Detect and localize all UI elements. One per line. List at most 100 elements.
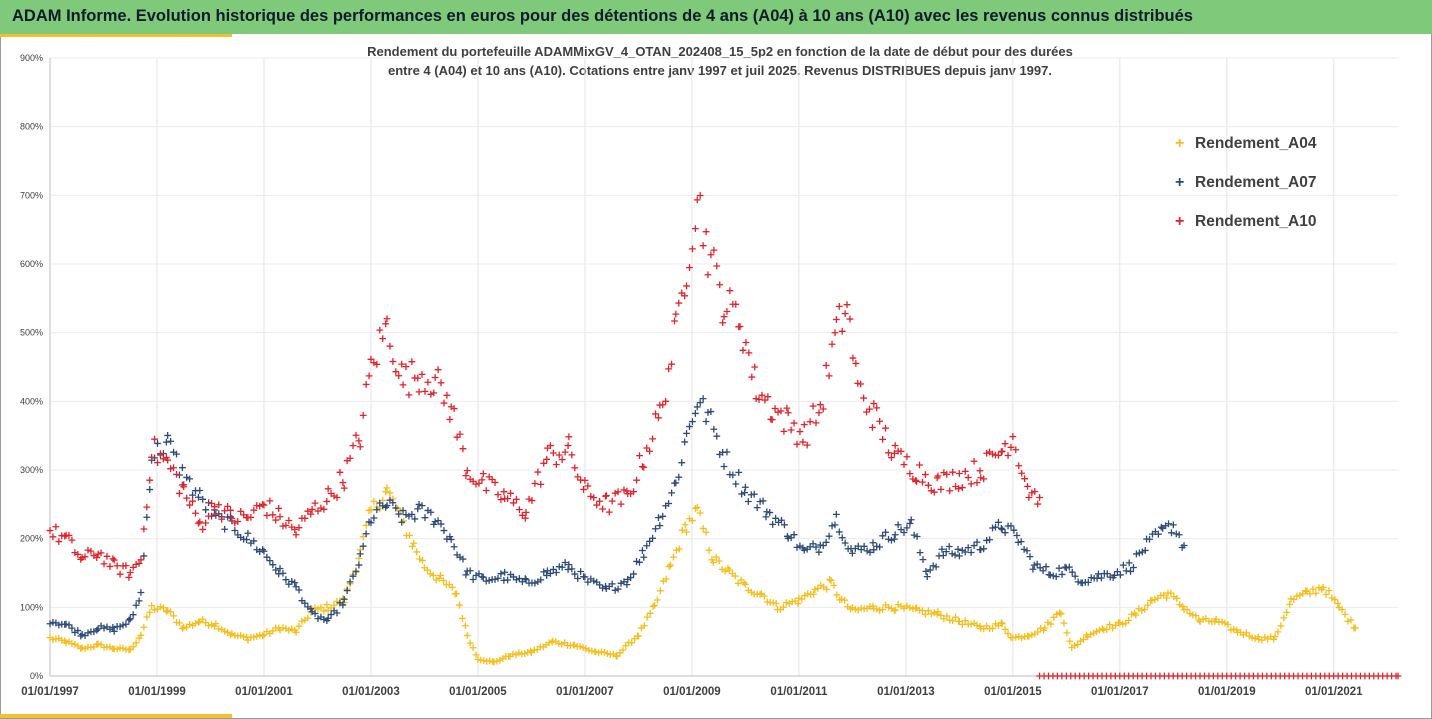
y-tick-label: 600% — [20, 259, 43, 269]
point-rendement-a07 — [196, 487, 204, 494]
point-baseline — [1394, 672, 1402, 680]
point-rendement-a07 — [741, 489, 748, 497]
point-rendement-a10 — [686, 264, 693, 271]
point-rendement-a07 — [848, 549, 856, 557]
point-rendement-a07 — [967, 549, 975, 556]
point-rendement-a07 — [787, 534, 795, 542]
point-rendement-a10 — [314, 507, 322, 515]
point-rendement-a07 — [870, 546, 878, 554]
point-rendement-a04 — [1012, 633, 1020, 641]
point-rendement-a10 — [973, 479, 981, 487]
point-rendement-a10 — [745, 349, 753, 357]
point-rendement-a07 — [1013, 532, 1021, 539]
point-rendement-a04 — [1138, 607, 1146, 614]
point-rendement-a04 — [132, 639, 140, 647]
point-rendement-a10 — [980, 475, 988, 483]
point-rendement-a07 — [707, 408, 715, 415]
point-rendement-a07 — [186, 475, 194, 483]
point-rendement-a04 — [628, 639, 636, 647]
point-rendement-a07 — [349, 572, 357, 580]
x-tick-label: 01/01/2021 — [1305, 686, 1363, 698]
point-rendement-a07 — [812, 543, 820, 551]
point-rendement-a07 — [370, 514, 378, 522]
point-rendement-a10 — [882, 424, 889, 432]
point-rendement-a07 — [964, 544, 972, 552]
point-rendement-a04 — [558, 640, 566, 648]
point-rendement-a10 — [675, 299, 683, 307]
point-rendement-a07 — [970, 542, 978, 549]
point-rendement-a07 — [815, 548, 823, 556]
point-rendement-a10 — [311, 499, 319, 507]
point-rendement-a07 — [359, 542, 367, 550]
point-rendement-a07 — [355, 561, 363, 569]
point-rendement-a07 — [399, 507, 407, 514]
point-rendement-a04 — [570, 641, 578, 649]
point-rendement-a10 — [672, 310, 680, 318]
point-rendement-a10 — [1031, 488, 1039, 495]
point-rendement-a07 — [973, 538, 981, 546]
point-rendement-a04 — [167, 608, 175, 616]
point-rendement-a10 — [180, 483, 188, 491]
point-rendement-a04 — [998, 620, 1006, 628]
point-rendement-a10 — [253, 502, 261, 509]
x-tick-label: 01/01/2003 — [342, 686, 400, 698]
point-rendement-a10 — [696, 192, 704, 199]
point-rendement-a10 — [154, 459, 161, 467]
point-rendement-a10 — [263, 512, 271, 519]
point-rendement-a04 — [426, 570, 434, 578]
point-rendement-a07 — [1146, 535, 1153, 543]
point-rendement-a10 — [552, 461, 560, 468]
point-rendement-a04 — [937, 611, 945, 619]
point-rendement-a07 — [741, 483, 749, 491]
point-rendement-a04 — [129, 643, 137, 651]
point-rendement-a10 — [771, 405, 779, 412]
point-rendement-a07 — [126, 615, 134, 623]
point-rendement-a07 — [762, 513, 770, 521]
point-rendement-a10 — [662, 397, 670, 405]
point-rendement-a10 — [964, 474, 972, 481]
point-rendement-a04 — [1148, 597, 1156, 604]
point-rendement-a10 — [1021, 475, 1029, 483]
point-rendement-a04 — [208, 621, 215, 629]
point-rendement-a10 — [831, 329, 839, 337]
point-rendement-a10 — [113, 562, 121, 570]
point-rendement-a04 — [545, 639, 553, 647]
point-rendement-a04 — [585, 646, 593, 654]
point-rendement-a04 — [71, 641, 79, 648]
point-rendement-a04 — [259, 632, 267, 640]
point-rendement-a04 — [137, 631, 145, 639]
point-rendement-a07 — [568, 565, 576, 573]
point-rendement-a10 — [989, 450, 996, 458]
point-rendement-a10 — [355, 437, 363, 445]
chart-title-line2: entre 4 (A04) et 10 ans (A10). Cotations… — [388, 63, 1052, 78]
point-rendement-a04 — [1199, 615, 1207, 623]
point-rendement-a07 — [922, 568, 930, 575]
point-rendement-a10 — [955, 470, 963, 477]
point-rendement-a10 — [367, 355, 375, 363]
point-rendement-a07 — [537, 576, 545, 584]
point-rendement-a07 — [479, 573, 487, 581]
point-rendement-a10 — [94, 550, 102, 558]
x-tick-label: 01/01/2011 — [770, 686, 828, 698]
point-rendement-a04 — [873, 605, 881, 613]
point-rendement-a07 — [440, 527, 448, 534]
point-rendement-a10 — [849, 354, 857, 362]
point-rendement-a07 — [292, 583, 300, 591]
legend: + Rendement_A04 + Rendement_A07 + Rendem… — [1175, 124, 1316, 241]
point-rendement-a10 — [431, 374, 439, 381]
point-rendement-a07 — [723, 448, 731, 456]
point-rendement-a10 — [869, 424, 876, 431]
point-rendement-a07 — [900, 529, 908, 536]
point-rendement-a10 — [399, 381, 407, 389]
point-rendement-a07 — [398, 518, 406, 526]
point-rendement-a07 — [469, 576, 477, 583]
point-rendement-a07 — [78, 630, 86, 638]
point-rendement-a07 — [800, 546, 808, 554]
point-rendement-a10 — [998, 447, 1006, 455]
point-rendement-a07 — [431, 518, 439, 526]
point-rendement-a10 — [671, 317, 678, 325]
point-rendement-a10 — [116, 570, 124, 578]
point-rendement-a04 — [576, 643, 584, 650]
point-rendement-a10 — [668, 360, 675, 368]
point-rendement-a07 — [704, 409, 712, 416]
